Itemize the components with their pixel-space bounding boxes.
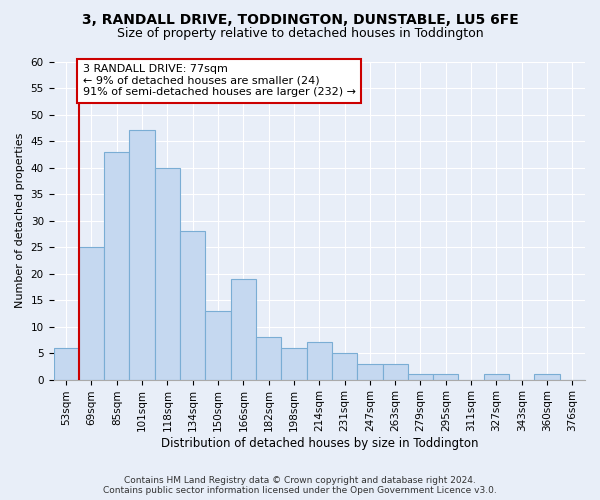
Bar — [408, 374, 433, 380]
Bar — [484, 374, 509, 380]
X-axis label: Distribution of detached houses by size in Toddington: Distribution of detached houses by size … — [161, 437, 478, 450]
Y-axis label: Number of detached properties: Number of detached properties — [15, 133, 25, 308]
Bar — [79, 247, 104, 380]
Bar — [357, 364, 383, 380]
Bar — [307, 342, 332, 380]
Bar — [180, 231, 205, 380]
Text: 3, RANDALL DRIVE, TODDINGTON, DUNSTABLE, LU5 6FE: 3, RANDALL DRIVE, TODDINGTON, DUNSTABLE,… — [82, 12, 518, 26]
Bar — [281, 348, 307, 380]
Bar — [230, 279, 256, 380]
Bar — [104, 152, 130, 380]
Bar — [383, 364, 408, 380]
Bar — [256, 337, 281, 380]
Bar — [332, 353, 357, 380]
Bar — [53, 348, 79, 380]
Text: Size of property relative to detached houses in Toddington: Size of property relative to detached ho… — [116, 28, 484, 40]
Text: 3 RANDALL DRIVE: 77sqm
← 9% of detached houses are smaller (24)
91% of semi-deta: 3 RANDALL DRIVE: 77sqm ← 9% of detached … — [83, 64, 356, 98]
Bar — [205, 310, 230, 380]
Bar — [535, 374, 560, 380]
Text: Contains HM Land Registry data © Crown copyright and database right 2024.
Contai: Contains HM Land Registry data © Crown c… — [103, 476, 497, 495]
Bar — [155, 168, 180, 380]
Bar — [433, 374, 458, 380]
Bar — [130, 130, 155, 380]
